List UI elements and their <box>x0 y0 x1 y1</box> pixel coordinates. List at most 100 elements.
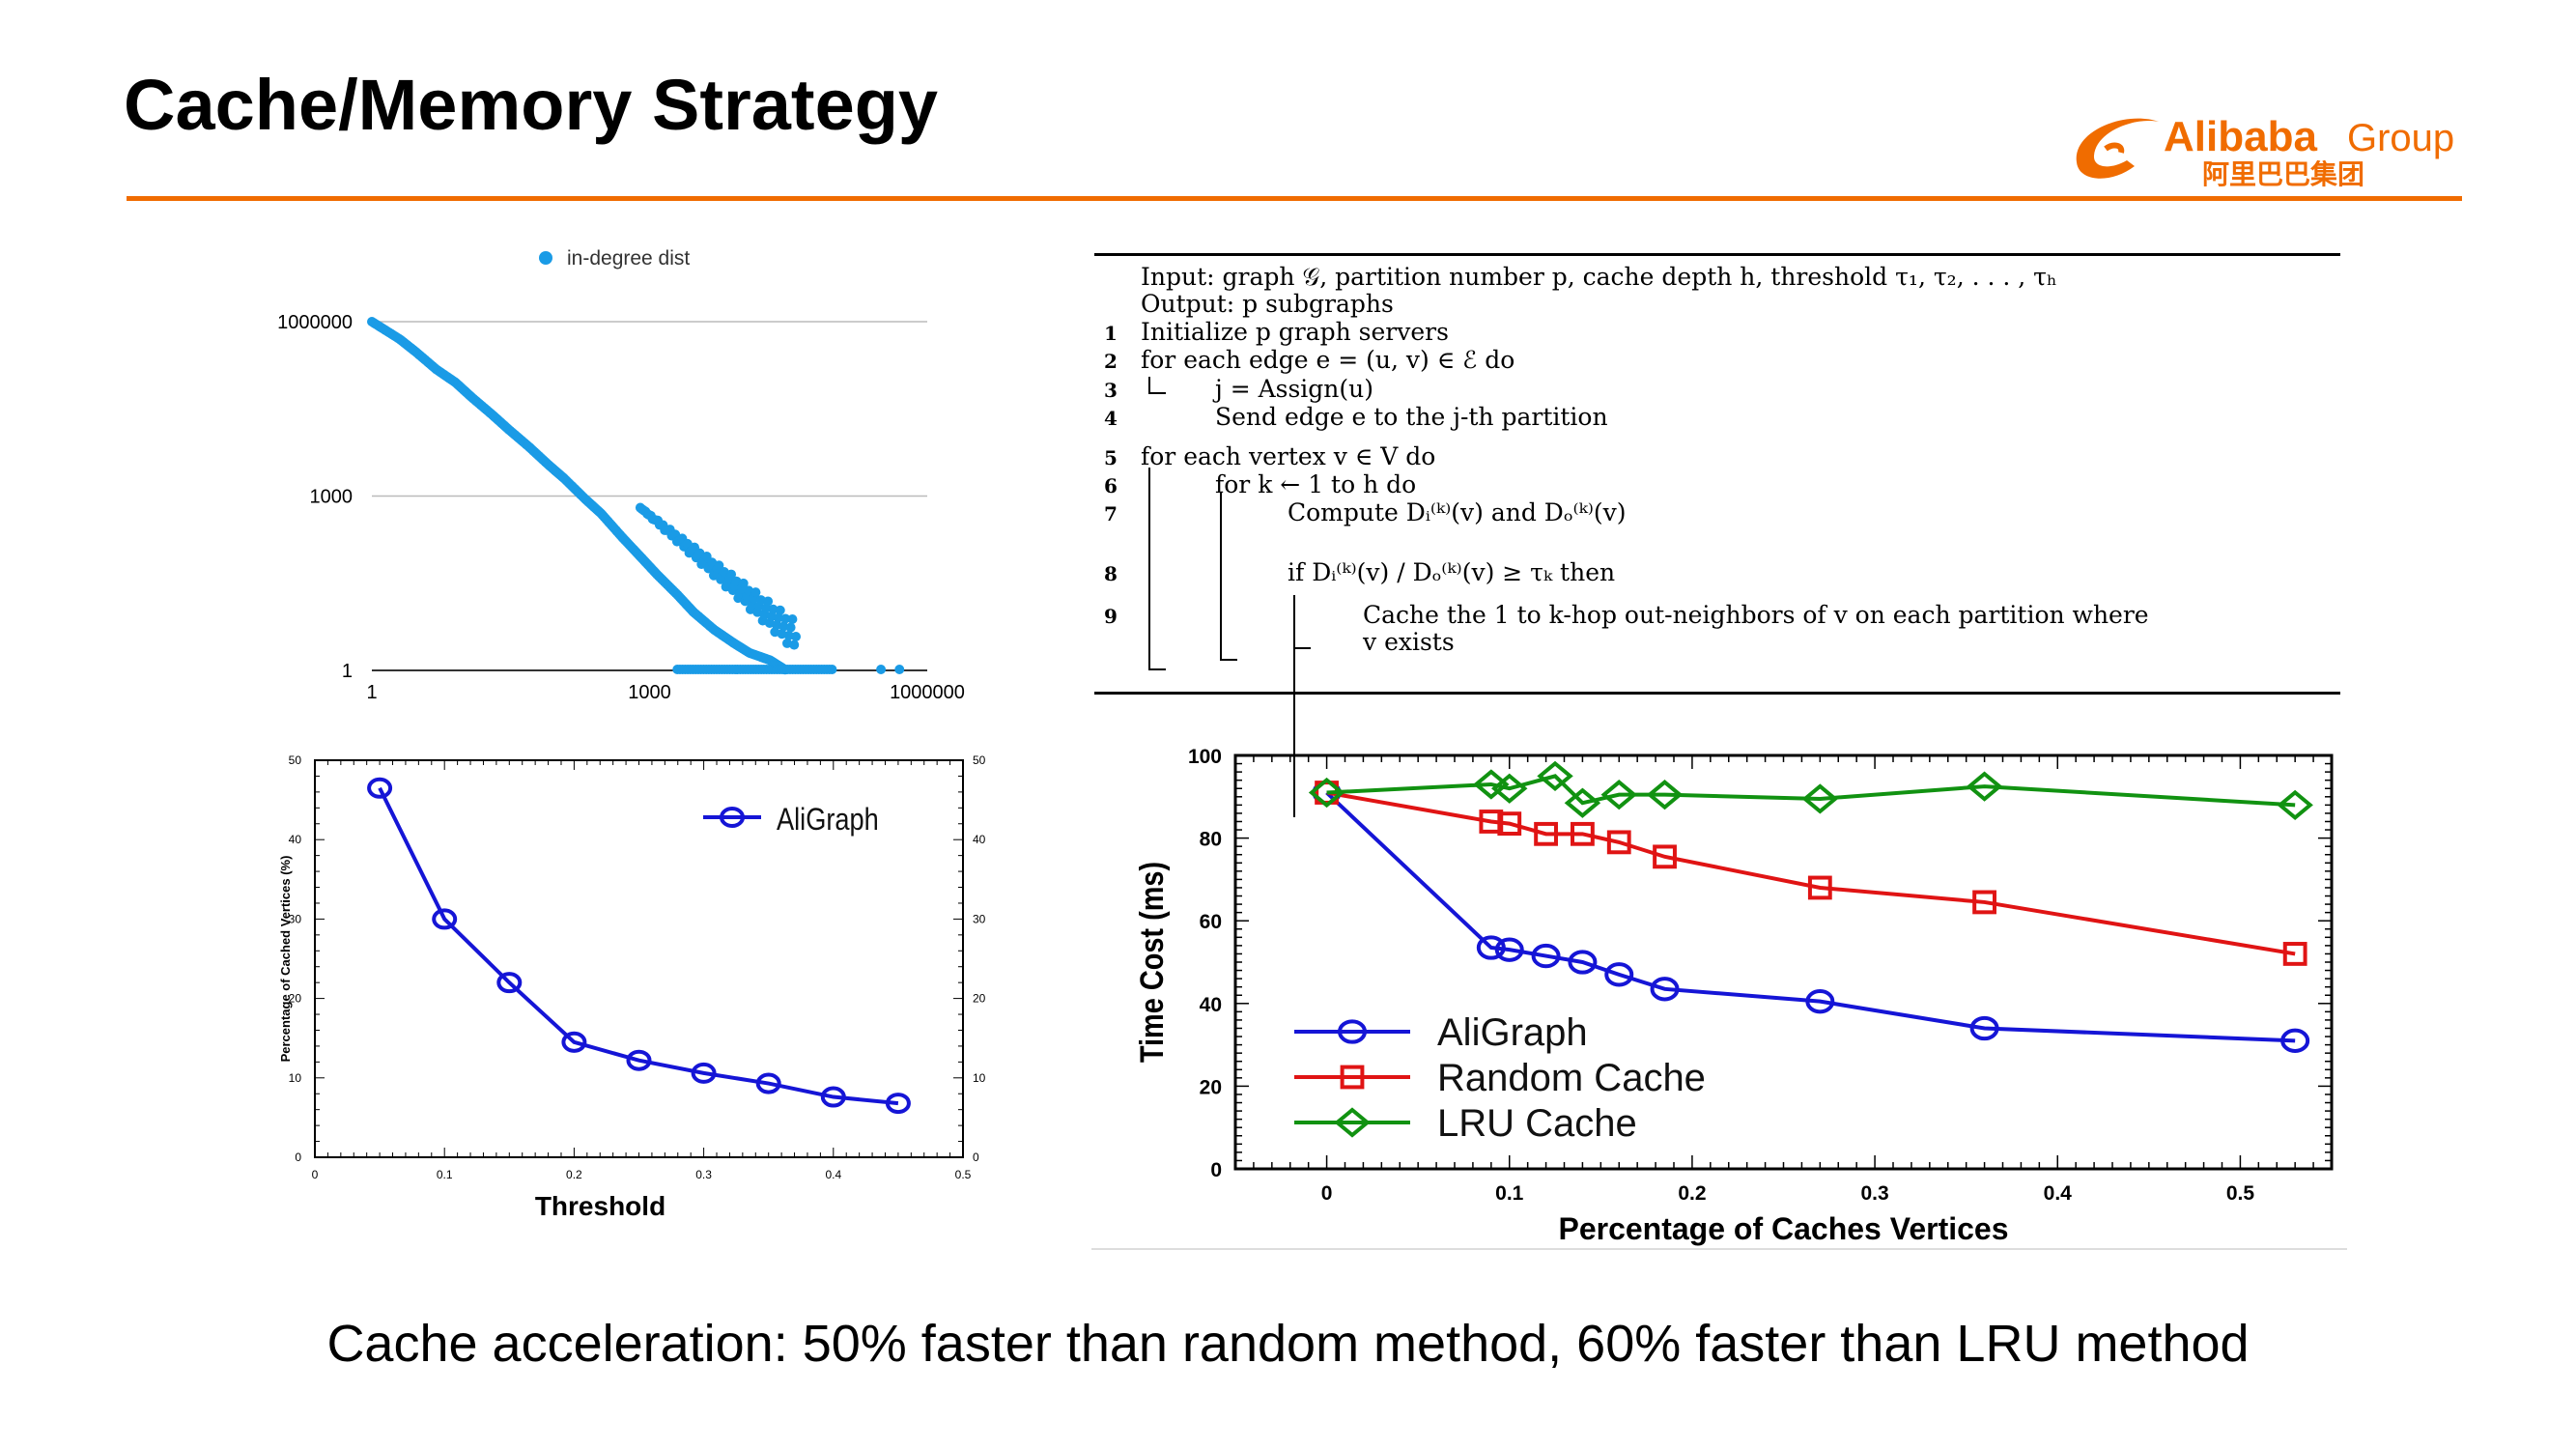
data-point <box>714 560 724 571</box>
data-point <box>1969 1015 1999 1041</box>
data-point <box>787 614 798 625</box>
x-tick-label: 0.2 <box>1678 1182 1706 1205</box>
data-point <box>1801 783 1839 814</box>
for-vertex-bar-long <box>1148 468 1150 670</box>
data-point <box>496 972 523 994</box>
top-rule <box>1094 253 2340 256</box>
y-tick-label-right: 50 <box>973 753 986 767</box>
legend-label: AliGraph <box>777 803 879 838</box>
y-tick-label-right: 30 <box>973 912 986 925</box>
legend-marker <box>1334 1107 1371 1138</box>
data-point <box>367 777 393 799</box>
series-line <box>1326 774 2296 808</box>
x-tick-label: 0 <box>312 1168 319 1181</box>
x-tick-label: 0.4 <box>825 1168 841 1181</box>
y-tick-label-right: 10 <box>973 1071 986 1085</box>
data-point <box>780 613 791 624</box>
data-point <box>1650 977 1680 1002</box>
algorithm-line: Input: graph 𝒢, partition number p, cach… <box>1141 263 2057 291</box>
bottom-rule <box>1094 692 2340 695</box>
data-point <box>1564 787 1601 818</box>
y-tick-label: 0 <box>295 1151 301 1164</box>
algorithm-line: for k ← 1 to h do <box>1215 470 1417 498</box>
data-point <box>750 587 761 598</box>
x-tick-label: 0.2 <box>566 1168 582 1181</box>
legend-marker <box>1338 1019 1367 1044</box>
data-point <box>738 578 749 588</box>
caption: Cache acceleration: 50% faster than rand… <box>326 1315 2250 1373</box>
algorithm-line: j = Assign(u) <box>1215 375 1374 403</box>
line-number: 1 <box>1104 322 1118 345</box>
line-number: 7 <box>1104 502 1118 526</box>
data-point <box>775 605 785 615</box>
title-divider <box>127 196 2462 201</box>
data-point <box>1646 780 1684 810</box>
data-point <box>1568 950 1598 975</box>
time-cost-chart: 0 0.1 0.2 0.3 0.4 0.5 0 20 40 60 80 100 Percentage o… <box>1091 739 2357 1261</box>
y-tick-label: 1000000 <box>277 312 353 333</box>
y-tick-label: 1 <box>342 661 353 682</box>
legend-label: in-degree dist <box>567 247 690 270</box>
page-title: Cache/Memory Strategy <box>124 65 939 145</box>
y-tick-label: 60 <box>1200 911 1222 933</box>
x-tick-label: 0.3 <box>695 1168 712 1181</box>
data-point <box>2280 1028 2310 1053</box>
y-tick-label: 50 <box>289 753 302 767</box>
line-number: 9 <box>1104 605 1118 628</box>
data-point <box>1972 890 1996 915</box>
x-tick-label: 1000000 <box>890 682 965 703</box>
line-number: 5 <box>1104 446 1118 469</box>
data-point <box>1600 780 1637 810</box>
x-tick-label: 0.5 <box>2226 1182 2255 1205</box>
y-tick-label: 1000 <box>310 487 354 508</box>
data-point <box>885 1093 911 1115</box>
data-point <box>1571 821 1595 846</box>
line-number: 6 <box>1104 474 1118 497</box>
algorithm-line: for each vertex v ∈ V do <box>1141 442 1436 470</box>
data-point <box>827 665 837 674</box>
data-point <box>1531 943 1561 969</box>
line-number: 4 <box>1104 407 1118 430</box>
x-tick-label: 1000 <box>628 682 671 703</box>
y-tick-label: 20 <box>289 992 302 1006</box>
logo-suffix: Group <box>2347 117 2454 159</box>
x-axis-label: Threshold <box>535 1191 665 1221</box>
y-tick-label-right: 40 <box>973 833 986 846</box>
data-point <box>763 596 774 607</box>
data-point <box>561 1031 587 1053</box>
y-tick-label: 30 <box>289 912 302 925</box>
data-point <box>726 569 737 580</box>
algorithm-line: Cache the 1 to k-hop out-neighbors of v … <box>1363 601 2149 629</box>
for-edge-bar-end <box>1148 392 1166 394</box>
algorithm-line: for each edge e = (u, v) ∈ ℰ do <box>1141 346 1515 374</box>
data-point <box>1491 773 1528 804</box>
data-point <box>1473 769 1510 800</box>
logo-chinese: 阿里巴巴集团 <box>2202 158 2364 189</box>
for-k-bar-long <box>1220 497 1222 661</box>
data-point <box>1476 935 1506 960</box>
data-point <box>1494 937 1524 962</box>
y-tick-label: 80 <box>1200 829 1222 851</box>
y-axis-label: Time Cost (ms) <box>1133 862 1171 1063</box>
algorithm-line: Send edge e to the j-th partition <box>1215 403 1608 431</box>
y-tick-label-right: 20 <box>973 992 986 1006</box>
threshold-chart: 0 0.1 0.2 0.3 0.4 0.5 0 0 10 10 20 20 30 30 40 40 50 50 Th… <box>261 744 1014 1246</box>
data-point <box>626 1049 652 1071</box>
x-tick-label: 0.3 <box>1860 1182 1888 1205</box>
data-point <box>876 665 887 674</box>
x-tick-label: 0 <box>1321 1182 1333 1205</box>
data-point <box>1497 811 1522 837</box>
data-point <box>432 908 458 930</box>
y-tick-label: 40 <box>289 833 302 846</box>
algorithm-line: Compute Dᵢ⁽ᵏ⁾(v) and Dₒ⁽ᵏ⁾(v) <box>1288 498 1627 526</box>
for-edge-bar <box>1148 377 1150 394</box>
x-tick-label: 0.1 <box>1495 1182 1524 1205</box>
x-tick-label: 0.5 <box>955 1168 972 1181</box>
legend-marker <box>720 806 745 829</box>
data-point <box>2277 789 2313 820</box>
legend-label: AliGraph <box>1437 1011 1588 1054</box>
data-point <box>791 631 802 641</box>
line-number: 3 <box>1104 379 1118 402</box>
data-point <box>894 665 905 674</box>
data-point <box>1606 830 1631 855</box>
